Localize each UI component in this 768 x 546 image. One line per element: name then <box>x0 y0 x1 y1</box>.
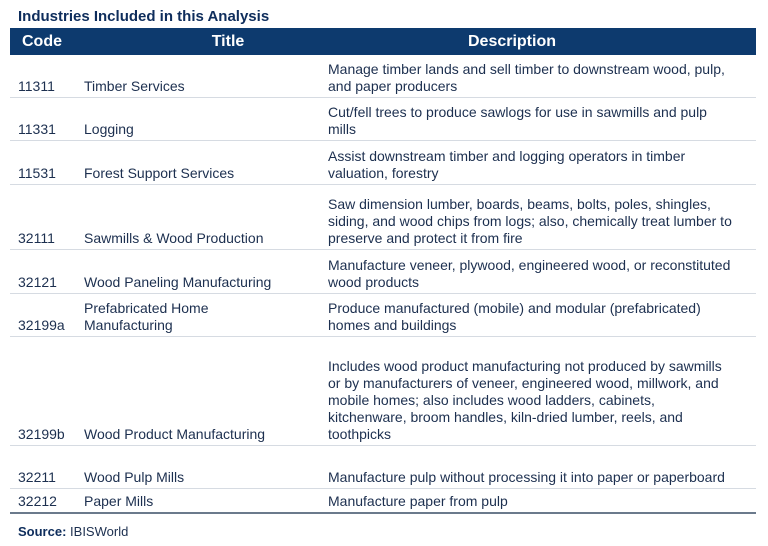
table-row: 32199b Wood Product Manufacturing Includes… <box>10 337 756 446</box>
table-row: 32212 Paper Mills Manufacture paper from p… <box>10 489 756 514</box>
table-row: 11331 Logging Cut/fell trees to produce sa… <box>10 98 756 141</box>
cell-code: 11531 <box>18 165 56 181</box>
cell-code: 32199a <box>18 317 65 333</box>
cell-title: Wood Paneling Manufacturing <box>84 274 272 290</box>
cell-title: Wood Pulp Mills <box>84 469 185 485</box>
table-title: Industries Included in this Analysis <box>18 8 270 25</box>
cell-description: Manufacture pulp without processing it i… <box>328 469 725 485</box>
cell-code: 32111 <box>18 230 55 246</box>
cell-title: Logging <box>84 121 134 137</box>
table-row: 32111 Sawmills & Wood Production Saw dimen… <box>10 185 756 250</box>
cell-description: Manufacture paper from pulp <box>328 493 508 509</box>
cell-code: 11311 <box>18 78 55 94</box>
cell-description: Manage timber lands and sell timber to d… <box>328 61 725 94</box>
header-description: Description <box>467 32 556 50</box>
table-row: 32121 Wood Paneling Manufacturing Manufact… <box>10 250 756 294</box>
cell-code: 32199b <box>18 426 65 442</box>
table-row: 11311 Timber Services Manage timber lands … <box>10 55 756 98</box>
source-note: Source: IBISWorld <box>18 524 128 539</box>
cell-title: Wood Product Manufacturing <box>84 426 266 442</box>
cell-code: 32211 <box>18 469 56 485</box>
cell-code: 11331 <box>18 121 56 137</box>
cell-description: Manufacture veneer, plywood, engineered … <box>328 257 731 290</box>
cell-title: Prefabricated Home Manufacturing <box>84 300 209 333</box>
source-value: IBISWorld <box>70 524 129 539</box>
table-header: Code Title Description <box>10 28 756 55</box>
cell-title: Timber Services <box>84 78 185 94</box>
header-title: Title <box>211 32 245 50</box>
cell-description: Saw dimension lumber, boards, beams, bol… <box>328 196 732 246</box>
table-row: 32199a Prefabricated Home Manufacturing Pr… <box>10 294 756 337</box>
cell-title: Forest Support Services <box>84 165 235 181</box>
source-label: Source: <box>18 524 67 539</box>
header-code: Code <box>22 32 62 50</box>
table-row: 32211 Wood Pulp Mills Manufacture pulp wit… <box>10 446 756 489</box>
cell-description: Cut/fell trees to produce sawlogs for us… <box>328 104 707 137</box>
cell-description: Includes wood product manufacturing not … <box>328 358 722 442</box>
table-row: 11531 Forest Support Services Assist downs… <box>10 141 756 185</box>
cell-title: Paper Mills <box>84 493 154 509</box>
cell-code: 32212 <box>18 493 57 509</box>
cell-description: Assist downstream timber and logging ope… <box>328 148 686 181</box>
cell-title: Sawmills & Wood Production <box>84 230 264 246</box>
industries-table: Code Title Description 11311 Timber Servi… <box>10 28 756 514</box>
cell-code: 32121 <box>18 274 57 290</box>
cell-description: Produce manufactured (mobile) and modula… <box>328 300 701 333</box>
